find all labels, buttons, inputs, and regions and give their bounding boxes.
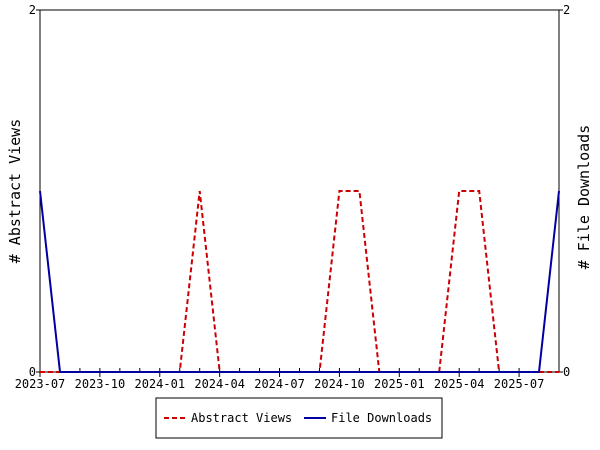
y-left-tick-label: 0 [29, 365, 36, 379]
y-axis-right-title: # File Downloads [575, 125, 593, 270]
series-line-abstract-views [40, 190, 559, 373]
legend-label-file-downloads: File Downloads [331, 411, 432, 425]
x-tick-label: 2024-01 [134, 377, 185, 391]
x-tick-label: 2023-07 [15, 377, 66, 391]
legend-box [155, 397, 443, 439]
x-tick-label: 2025-01 [374, 377, 425, 391]
legend-label-abstract-views: Abstract Views [191, 411, 292, 425]
x-tick-label: 2024-10 [314, 377, 365, 391]
x-tick-label: 2024-07 [254, 377, 305, 391]
x-tick-label: 2025-04 [434, 377, 485, 391]
y-right-tick-label: 2 [563, 3, 570, 17]
y-axes: 0 2 0 2 [29, 3, 570, 379]
legend: Abstract Views File Downloads [155, 397, 443, 439]
y-right-tick-label: 0 [563, 365, 570, 379]
x-tick-label: 2023-10 [75, 377, 126, 391]
series-lines [39, 190, 560, 373]
series-line-file-downloads [39, 190, 560, 373]
x-tick-label: 2025-07 [494, 377, 545, 391]
plot-area [39, 9, 560, 373]
x-tick-label: 2024-04 [194, 377, 245, 391]
y-left-tick-label: 2 [29, 3, 36, 17]
y-axis-left-title: # Abstract Views [6, 119, 24, 264]
